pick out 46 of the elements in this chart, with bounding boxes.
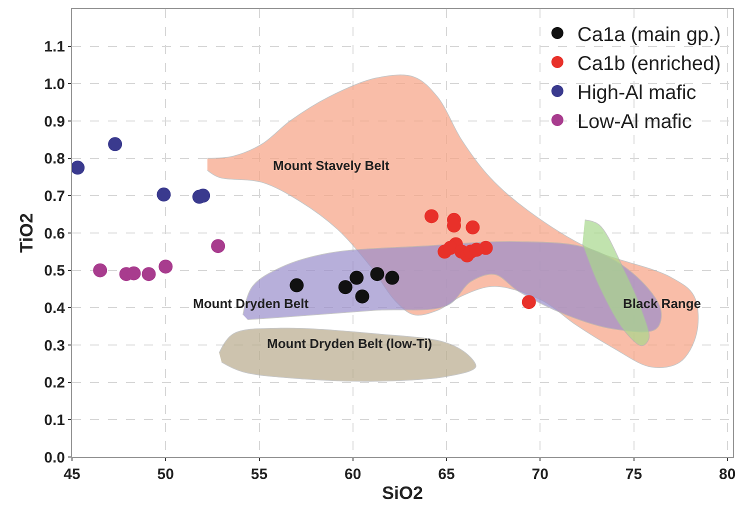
- x-tick-label: 50: [157, 466, 174, 483]
- point: [108, 137, 122, 152]
- x-tick-label: 45: [64, 466, 80, 483]
- point: [350, 270, 364, 285]
- point: [338, 280, 352, 294]
- point: [211, 239, 226, 254]
- point: [522, 295, 536, 310]
- legend-label: High-Al mafic: [577, 82, 696, 104]
- point: [355, 289, 370, 304]
- annotation: Mount Dryden Belt (low-Ti): [267, 336, 432, 351]
- point: [158, 260, 173, 274]
- point: [290, 278, 304, 292]
- y-tick-label: 0.2: [44, 374, 65, 392]
- y-axis-title: TiO2: [16, 213, 36, 253]
- annotation: Mount Stavely Belt: [273, 158, 390, 173]
- point: [370, 267, 384, 282]
- x-tick-label: 65: [438, 466, 455, 483]
- y-tick-label: 0.0: [44, 449, 65, 466]
- y-tick-label: 0.6: [44, 225, 65, 242]
- y-tick-label: 0.7: [44, 188, 65, 205]
- annotation: Mount Dryden Belt: [193, 296, 310, 311]
- y-tick-label: 0.5: [44, 262, 65, 280]
- point: [466, 220, 480, 234]
- point: [72, 160, 85, 175]
- y-tick-label: 0.1: [44, 412, 65, 429]
- x-tick-label: 80: [719, 466, 736, 483]
- y-tick-label: 0.8: [44, 150, 65, 168]
- x-tick-label: 55: [250, 466, 268, 483]
- y-tick-label: 1.1: [44, 38, 65, 56]
- annotation: Black Range: [623, 296, 702, 311]
- x-tick-label: 60: [344, 466, 362, 483]
- y-tick-label: 0.9: [44, 113, 65, 130]
- legend-label: Ca1b (enriched): [577, 52, 721, 75]
- x-tick-label: 75: [625, 466, 642, 483]
- point: [156, 188, 171, 202]
- y-tick-label: 0.4: [44, 300, 66, 317]
- point: [424, 209, 439, 224]
- point: [385, 270, 400, 285]
- x-tick-label: 70: [532, 466, 548, 483]
- y-tick-label: 0.3: [44, 337, 65, 354]
- legend-label: Low-Al mafic: [577, 110, 692, 133]
- point: [142, 267, 156, 282]
- y-tick-label: 1.0: [44, 76, 65, 93]
- point: [93, 263, 108, 278]
- x-axis-title: SiO2: [382, 483, 424, 504]
- legend-label: Ca1a (main gp.): [577, 24, 721, 46]
